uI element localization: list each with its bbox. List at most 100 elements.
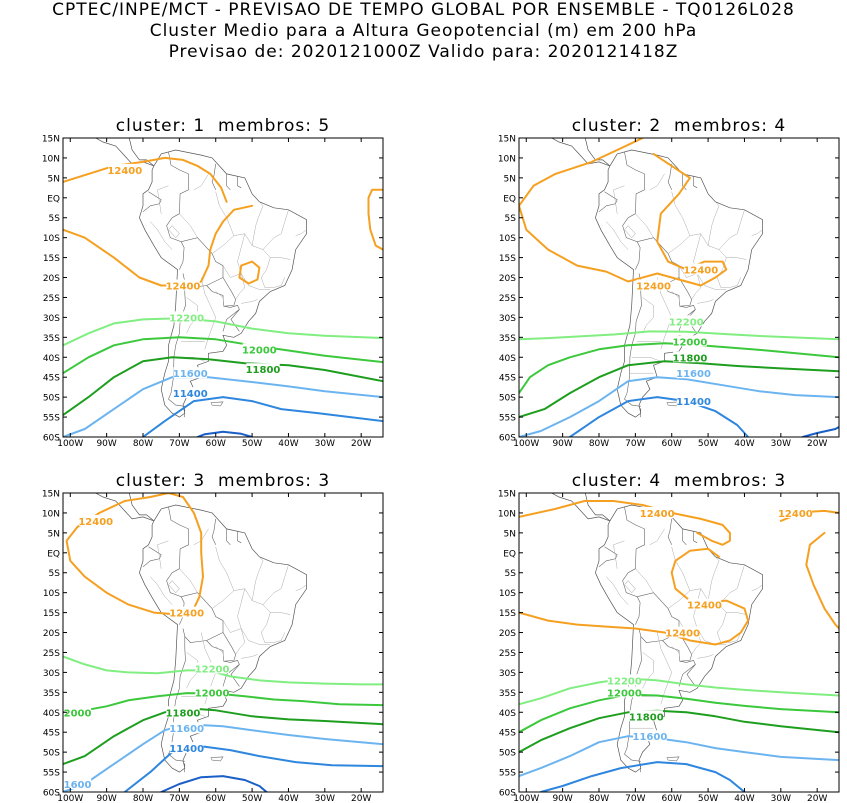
lat-tick-label: 50S	[43, 394, 60, 404]
state-border	[215, 191, 235, 236]
country-border	[142, 191, 162, 213]
lat-tick-label: 5S	[49, 569, 61, 579]
lake-outline	[624, 225, 636, 239]
contour-12000	[63, 336, 383, 375]
contour-label-bg	[636, 279, 671, 291]
lat-tick-label: EQ	[47, 549, 60, 559]
contour-label-bg	[169, 606, 204, 618]
contour-11600	[519, 376, 839, 437]
contour-11400	[539, 761, 746, 792]
lon-tick-label: 100W	[57, 794, 83, 803]
lat-tick-label: 45S	[43, 729, 60, 739]
island-outline	[666, 401, 680, 407]
contour-12400	[367, 188, 383, 251]
map-frame	[62, 137, 384, 438]
contour-12400	[519, 138, 728, 287]
contour-label-bg	[633, 730, 667, 742]
state-border	[241, 654, 258, 659]
country-border	[667, 163, 672, 190]
state-border	[179, 568, 198, 593]
contour-11400	[142, 396, 383, 437]
lat-tick-label: 60S	[499, 789, 516, 799]
state-border	[649, 173, 665, 191]
contour-label: 12400	[169, 609, 204, 620]
contour-label: 12400	[107, 166, 142, 177]
country-border	[226, 528, 231, 546]
state-border	[260, 277, 286, 288]
lake-outline	[168, 225, 180, 239]
lat-tick-label: 15S	[499, 254, 516, 264]
state-border	[671, 646, 680, 662]
lat-tick-label: 35S	[499, 334, 516, 344]
state-border	[751, 229, 763, 236]
island-outline	[666, 756, 680, 762]
lat-tick-label: 5S	[49, 214, 61, 224]
state-border	[726, 257, 747, 260]
state-border	[726, 612, 747, 615]
lat-tick-label: 15N	[498, 490, 516, 500]
contour-label: 11600	[169, 724, 204, 735]
contour-label: 12000	[607, 688, 642, 699]
contour-label-bg	[242, 343, 277, 355]
map-frame	[518, 137, 840, 438]
lat-tick-label: 10N	[498, 509, 516, 519]
contour-label-bg	[607, 674, 642, 686]
state-border	[150, 221, 173, 250]
country-border	[222, 305, 240, 332]
lat-tick-label: 10S	[499, 589, 516, 599]
contour-label-bg	[195, 686, 229, 698]
lat-tick-label: EQ	[503, 549, 516, 559]
contour-label-bg	[63, 778, 92, 790]
lat-tick-label: 20S	[499, 629, 516, 639]
contour-11200	[801, 426, 839, 437]
contour-12400	[519, 500, 731, 546]
contour-12400	[63, 156, 228, 203]
country-border	[237, 175, 242, 189]
header-line-1: CPTEC/INPE/MCT - PREVISAO DE TEMPO GLOBA…	[52, 0, 795, 20]
contour-label: 12400	[683, 266, 718, 277]
lat-tick-label: 35S	[43, 334, 60, 344]
map-area: 12400 12400 12200 12000 2000 11800 11600 11400 1…	[63, 493, 383, 792]
contour-label-bg	[63, 706, 92, 718]
country-border	[237, 530, 242, 544]
lat-tick-label: 25S	[43, 294, 60, 304]
state-border	[697, 299, 714, 304]
state-border	[718, 209, 745, 250]
contour-label-bg	[195, 662, 229, 674]
contour-label-bg	[246, 363, 280, 375]
lat-tick-label: 10S	[43, 234, 60, 244]
state-border	[635, 213, 654, 238]
contour-label: 11400	[173, 389, 208, 400]
country-border	[624, 506, 645, 569]
state-border	[157, 185, 169, 214]
state-border	[237, 588, 271, 645]
lon-tick-label: 80W	[133, 439, 153, 449]
island-outline	[210, 756, 224, 762]
panel-title: cluster: 1 membros: 5	[116, 116, 330, 136]
contour-label: 12400	[166, 282, 201, 293]
lat-tick-label: 25S	[499, 649, 516, 659]
contour-label-bg	[173, 387, 208, 399]
lat-tick-label: 20S	[43, 274, 60, 284]
contour-label-bg	[665, 626, 700, 638]
contour-label: 12400	[78, 517, 113, 528]
contour-11600	[63, 376, 383, 437]
state-border	[613, 185, 625, 214]
lon-tick-label: 80W	[133, 794, 153, 803]
lat-tick-label: 40S	[43, 709, 60, 719]
lon-tick-label: 40W	[734, 439, 754, 449]
lat-tick-label: 50S	[499, 394, 516, 404]
contour-11800	[519, 360, 839, 419]
lat-tick-label: 30S	[499, 314, 516, 324]
contour-11800	[63, 707, 383, 766]
state-border	[606, 576, 629, 605]
lat-tick-label: 15S	[43, 254, 60, 264]
contour-label: 12400	[640, 509, 675, 520]
lon-tick-label: 90W	[552, 439, 572, 449]
lat-tick-label: 20S	[499, 274, 516, 284]
country-border	[662, 277, 693, 307]
contour-label-bg	[173, 367, 208, 379]
contour-11600	[519, 735, 839, 778]
contour-11400	[123, 745, 383, 792]
